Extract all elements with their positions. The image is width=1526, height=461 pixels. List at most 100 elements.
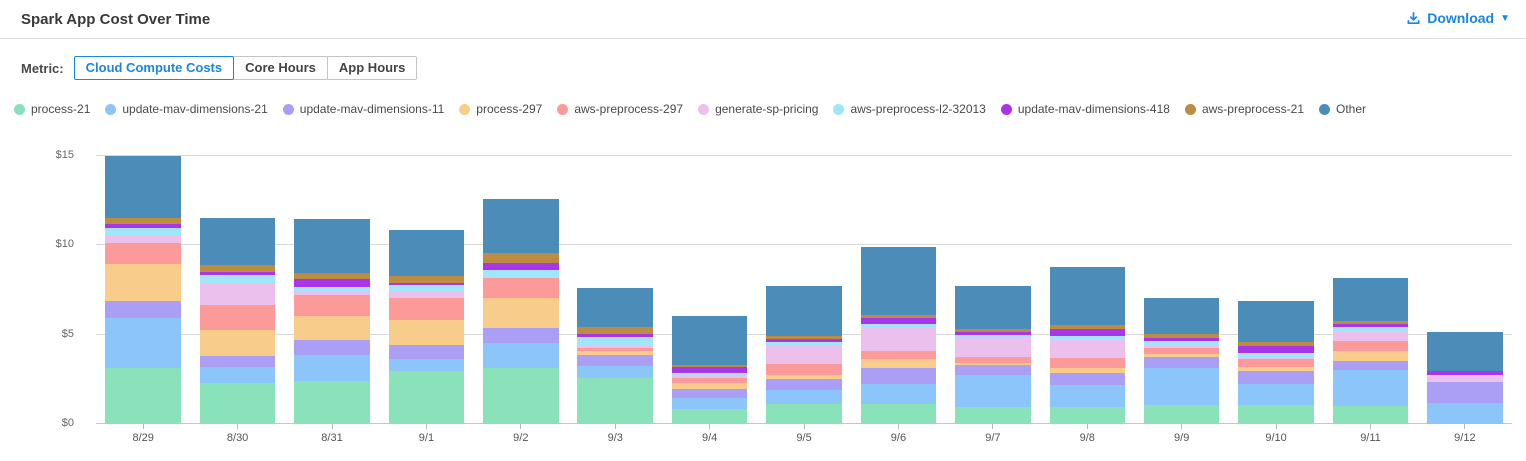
bar-segment[interactable] (483, 367, 559, 424)
bar-segment[interactable] (860, 384, 937, 404)
bar-segment[interactable] (105, 368, 181, 424)
bar-segment[interactable] (1427, 332, 1503, 371)
bar-segment[interactable] (1332, 350, 1409, 362)
bar-segment[interactable] (671, 377, 748, 383)
bar-segment[interactable] (388, 229, 465, 277)
bar-segment[interactable] (955, 337, 1031, 357)
metric-option-cloud-compute-costs[interactable]: Cloud Compute Costs (73, 56, 235, 80)
legend-item[interactable]: aws-preprocess-297 (557, 102, 683, 116)
bar-segment[interactable] (1332, 406, 1409, 424)
stacked-bar[interactable] (1238, 300, 1314, 424)
bar-segment[interactable] (294, 380, 370, 424)
bar-segment[interactable] (1238, 358, 1314, 368)
bar-segment[interactable] (766, 389, 842, 404)
bar-segment[interactable] (766, 345, 842, 365)
bar-segment[interactable] (388, 283, 465, 286)
bar-segment[interactable] (671, 315, 748, 365)
bar-segment[interactable] (199, 329, 276, 357)
bar-segment[interactable] (1238, 346, 1314, 353)
bar-segment[interactable] (1049, 373, 1126, 386)
bar-segment[interactable] (671, 397, 748, 410)
bar-segment[interactable] (483, 342, 559, 368)
stacked-bar[interactable] (766, 285, 842, 424)
bar-segment[interactable] (860, 246, 937, 315)
bar-segment[interactable] (860, 328, 937, 351)
stacked-bar[interactable] (388, 229, 465, 424)
bar-segment[interactable] (1049, 328, 1126, 337)
bar-segment[interactable] (105, 156, 181, 218)
bar-segment[interactable] (199, 283, 276, 305)
bar-segment[interactable] (577, 287, 653, 327)
bar-segment[interactable] (294, 287, 370, 292)
bar-segment[interactable] (671, 389, 748, 398)
bar-segment[interactable] (294, 218, 370, 274)
bar-segment[interactable] (1427, 370, 1503, 375)
legend-item[interactable]: update-mav-dimensions-11 (282, 102, 444, 116)
bar-segment[interactable] (1238, 300, 1314, 343)
bar-segment[interactable] (388, 344, 465, 359)
bar-segment[interactable] (860, 358, 937, 369)
bar-segment[interactable] (671, 375, 748, 378)
bar-segment[interactable] (294, 316, 370, 341)
bar-segment[interactable] (955, 356, 1031, 364)
bar-segment[interactable] (388, 320, 465, 345)
bar-segment[interactable] (766, 338, 842, 342)
bar-segment[interactable] (955, 365, 1031, 375)
bar-segment[interactable] (1143, 347, 1220, 354)
stacked-bar[interactable] (1427, 332, 1503, 424)
bar-segment[interactable] (860, 324, 937, 329)
bar-segment[interactable] (1238, 371, 1314, 384)
stacked-bar[interactable] (483, 198, 559, 424)
bar-segment[interactable] (671, 372, 748, 376)
legend-item[interactable]: Other (1319, 102, 1366, 116)
bar-segment[interactable] (1049, 338, 1126, 359)
bar-segment[interactable] (483, 269, 559, 278)
bar-segment[interactable] (294, 354, 370, 381)
stacked-bar[interactable] (294, 218, 370, 424)
bar-segment[interactable] (1143, 357, 1220, 369)
bar-segment[interactable] (671, 409, 748, 424)
bar-segment[interactable] (766, 285, 842, 336)
bar-segment[interactable] (1332, 341, 1409, 351)
bar-segment[interactable] (577, 326, 653, 334)
stacked-bar[interactable] (1049, 267, 1126, 424)
bar-segment[interactable] (1049, 358, 1126, 369)
bar-segment[interactable] (1049, 325, 1126, 329)
stacked-bar[interactable] (671, 315, 748, 424)
bar-segment[interactable] (483, 262, 559, 270)
bar-segment[interactable] (955, 329, 1031, 333)
bar-segment[interactable] (577, 336, 653, 346)
bar-segment[interactable] (1143, 404, 1220, 424)
stacked-bar[interactable] (1332, 277, 1409, 424)
bar-segment[interactable] (766, 404, 842, 424)
bar-segment[interactable] (294, 278, 370, 288)
bar-segment[interactable] (388, 298, 465, 321)
bar-segment[interactable] (766, 341, 842, 346)
bar-segment[interactable] (1427, 402, 1503, 424)
bar-segment[interactable] (577, 350, 653, 355)
bar-segment[interactable] (105, 243, 181, 264)
bar-segment[interactable] (105, 228, 181, 236)
bar-segment[interactable] (294, 291, 370, 296)
bar-segment[interactable] (955, 285, 1031, 330)
bar-segment[interactable] (955, 363, 1031, 366)
bar-segment[interactable] (105, 318, 181, 369)
bar-segment[interactable] (1049, 336, 1126, 339)
download-button[interactable]: Download ▼ (1406, 10, 1510, 26)
bar-segment[interactable] (671, 382, 748, 390)
bar-segment[interactable] (483, 198, 559, 253)
legend-item[interactable]: aws-preprocess-21 (1184, 102, 1304, 116)
bar-segment[interactable] (388, 358, 465, 371)
bar-segment[interactable] (577, 378, 653, 424)
bar-segment[interactable] (105, 235, 181, 244)
bar-segment[interactable] (1049, 407, 1126, 424)
bar-segment[interactable] (388, 276, 465, 284)
bar-segment[interactable] (388, 370, 465, 424)
bar-segment[interactable] (1143, 337, 1220, 342)
bar-segment[interactable] (860, 368, 937, 384)
bar-segment[interactable] (199, 356, 276, 368)
bar-segment[interactable] (1143, 341, 1220, 346)
stacked-bar[interactable] (1143, 298, 1220, 424)
bar-segment[interactable] (577, 354, 653, 366)
bar-segment[interactable] (577, 348, 653, 351)
